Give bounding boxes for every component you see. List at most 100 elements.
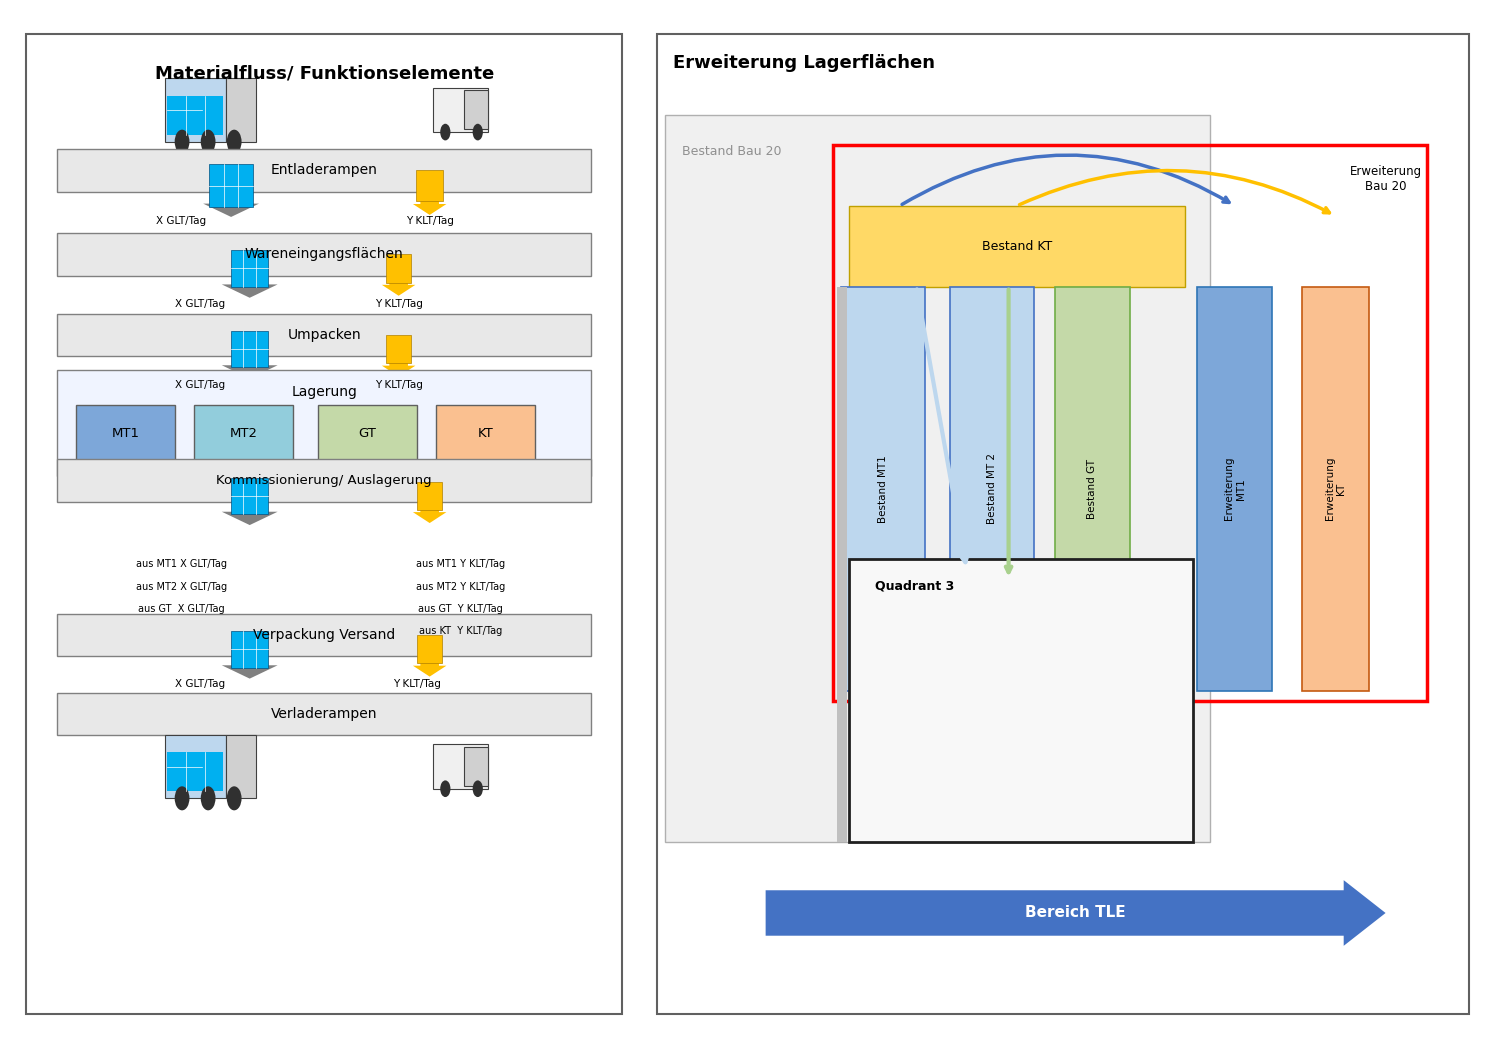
Text: Kommissionierung/ Auslagerung: Kommissionierung/ Auslagerung (216, 474, 432, 487)
FancyBboxPatch shape (231, 477, 268, 514)
Text: Y KLT/Tag: Y KLT/Tag (405, 216, 453, 226)
FancyArrow shape (382, 277, 416, 296)
Circle shape (174, 787, 189, 811)
Text: Y KLT/Tag: Y KLT/Tag (375, 380, 423, 389)
FancyArrow shape (222, 356, 278, 379)
Circle shape (226, 787, 242, 811)
Text: X GLT/Tag: X GLT/Tag (176, 380, 225, 389)
FancyBboxPatch shape (657, 34, 1470, 1014)
FancyArrow shape (413, 658, 447, 677)
FancyBboxPatch shape (417, 635, 442, 663)
FancyBboxPatch shape (57, 692, 591, 735)
FancyBboxPatch shape (76, 406, 176, 461)
FancyBboxPatch shape (386, 335, 411, 363)
Circle shape (472, 124, 483, 140)
FancyBboxPatch shape (57, 313, 591, 356)
FancyBboxPatch shape (1197, 286, 1272, 690)
Text: aus MT1 Y KLT/Tag: aus MT1 Y KLT/Tag (416, 559, 506, 570)
Text: X GLT/Tag: X GLT/Tag (176, 299, 225, 308)
Text: Bestand Bau 20: Bestand Bau 20 (682, 145, 782, 158)
FancyBboxPatch shape (433, 744, 488, 789)
Text: Erweiterung
Bau 20: Erweiterung Bau 20 (1350, 165, 1422, 193)
Circle shape (472, 781, 483, 797)
Text: Bestand MT1: Bestand MT1 (878, 455, 888, 522)
FancyBboxPatch shape (464, 747, 488, 786)
Text: Erweiterung Lagerflächen: Erweiterung Lagerflächen (674, 54, 936, 73)
FancyBboxPatch shape (664, 115, 1209, 842)
FancyBboxPatch shape (436, 406, 536, 461)
FancyBboxPatch shape (27, 34, 622, 1014)
FancyBboxPatch shape (464, 90, 488, 130)
FancyArrow shape (765, 880, 1386, 946)
Text: aus MT2 Y KLT/Tag: aus MT2 Y KLT/Tag (416, 581, 506, 592)
Text: Lagerung: Lagerung (291, 385, 357, 400)
FancyBboxPatch shape (210, 164, 254, 207)
Text: aus MT1 X GLT/Tag: aus MT1 X GLT/Tag (136, 559, 226, 570)
FancyBboxPatch shape (57, 149, 591, 192)
Text: MT2: MT2 (230, 427, 258, 440)
FancyBboxPatch shape (57, 370, 591, 476)
Text: Umpacken: Umpacken (288, 328, 362, 343)
Text: Erweiterung
MT1: Erweiterung MT1 (1224, 457, 1245, 520)
Text: X GLT/Tag: X GLT/Tag (176, 679, 225, 688)
Text: Erweiterung
KT: Erweiterung KT (1324, 457, 1346, 520)
Text: aus GT  Y KLT/Tag: aus GT Y KLT/Tag (419, 604, 503, 613)
FancyBboxPatch shape (166, 95, 224, 135)
Text: Bestand MT 2: Bestand MT 2 (987, 454, 998, 524)
FancyBboxPatch shape (842, 286, 926, 690)
Text: Bestand GT: Bestand GT (1088, 459, 1098, 519)
FancyBboxPatch shape (231, 631, 268, 667)
FancyArrow shape (222, 502, 278, 525)
Text: Entladerampen: Entladerampen (270, 163, 378, 177)
FancyArrow shape (202, 195, 259, 217)
FancyArrow shape (222, 275, 278, 298)
FancyBboxPatch shape (166, 753, 224, 791)
FancyBboxPatch shape (225, 735, 256, 798)
FancyBboxPatch shape (416, 170, 444, 201)
FancyBboxPatch shape (194, 406, 292, 461)
FancyBboxPatch shape (318, 406, 417, 461)
FancyArrow shape (382, 358, 416, 377)
Text: Y KLT/Tag: Y KLT/Tag (393, 679, 441, 688)
FancyBboxPatch shape (837, 286, 848, 842)
Text: GT: GT (358, 427, 376, 440)
FancyBboxPatch shape (57, 234, 591, 275)
FancyBboxPatch shape (849, 206, 1185, 286)
Circle shape (201, 130, 216, 154)
Text: Bereich TLE: Bereich TLE (1026, 905, 1126, 921)
Circle shape (440, 124, 450, 140)
Text: Verladerampen: Verladerampen (272, 707, 378, 721)
FancyBboxPatch shape (57, 460, 591, 501)
FancyBboxPatch shape (950, 286, 1034, 690)
FancyArrow shape (413, 504, 447, 523)
Circle shape (201, 787, 216, 811)
FancyBboxPatch shape (225, 78, 256, 141)
Text: MT1: MT1 (111, 427, 140, 440)
Text: Quadrant 3: Quadrant 3 (874, 579, 954, 593)
Text: KT: KT (477, 427, 494, 440)
FancyBboxPatch shape (165, 735, 225, 798)
FancyBboxPatch shape (386, 254, 411, 282)
FancyBboxPatch shape (231, 250, 268, 286)
FancyBboxPatch shape (1302, 286, 1370, 690)
FancyBboxPatch shape (1054, 286, 1130, 690)
FancyBboxPatch shape (57, 613, 591, 656)
FancyArrow shape (413, 197, 447, 215)
FancyArrow shape (222, 656, 278, 679)
Text: X GLT/Tag: X GLT/Tag (156, 216, 207, 226)
Text: Wareneingangsflächen: Wareneingangsflächen (244, 247, 404, 262)
Text: Materialfluss/ Funktionselemente: Materialfluss/ Funktionselemente (154, 64, 494, 82)
Text: aus KT  Y KLT/Tag: aus KT Y KLT/Tag (419, 626, 503, 636)
FancyBboxPatch shape (849, 559, 1192, 842)
FancyBboxPatch shape (165, 78, 225, 141)
Circle shape (226, 130, 242, 154)
Text: aus MT2 X GLT/Tag: aus MT2 X GLT/Tag (136, 581, 226, 592)
Text: Bestand KT: Bestand KT (982, 240, 1052, 252)
Text: aus GT  X GLT/Tag: aus GT X GLT/Tag (138, 604, 225, 613)
FancyBboxPatch shape (231, 331, 268, 367)
FancyBboxPatch shape (417, 482, 442, 510)
Circle shape (174, 130, 189, 154)
Circle shape (440, 781, 450, 797)
FancyBboxPatch shape (433, 87, 488, 132)
Text: Verpackung Versand: Verpackung Versand (254, 628, 396, 643)
